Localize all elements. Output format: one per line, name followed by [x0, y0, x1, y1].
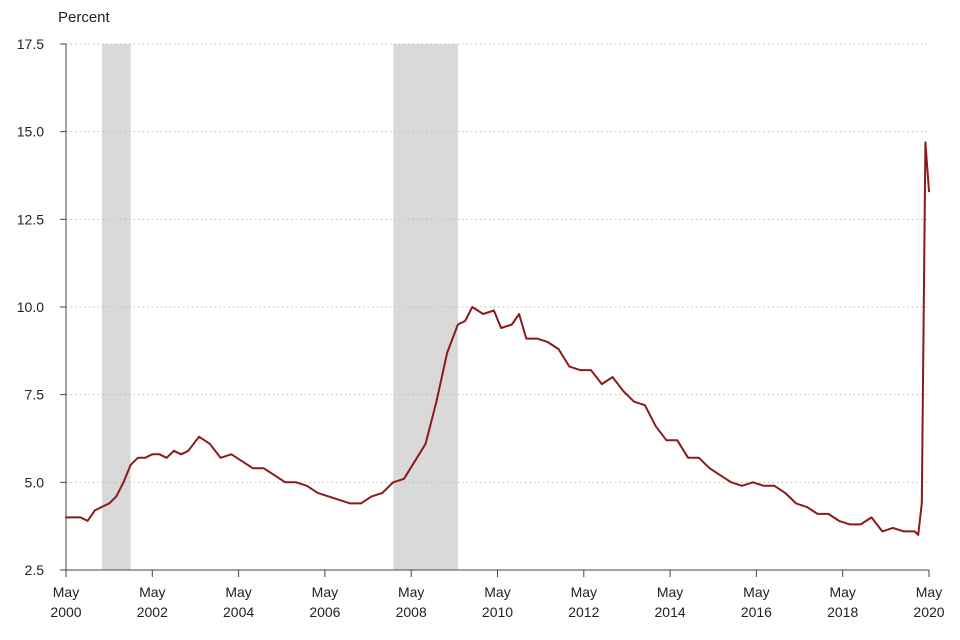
x-tick-year: 2006 [309, 604, 340, 620]
x-tick-month: May [916, 584, 942, 600]
x-tick-year: 2020 [913, 604, 944, 620]
gridlines [66, 43, 929, 483]
recession-band [393, 44, 458, 570]
y-tick-label: 12.5 [17, 211, 44, 227]
x-tick-month: May [139, 584, 165, 600]
x-tick-year: 2000 [50, 604, 81, 620]
x-tick-year: 2008 [396, 604, 427, 620]
y-tick-label: 15.0 [17, 124, 44, 140]
x-tick-year: 2018 [827, 604, 858, 620]
axes [60, 43, 930, 577]
x-tick-year: 2016 [741, 604, 772, 620]
series-line [65, 141, 930, 536]
y-axis-title: Percent [58, 9, 111, 26]
x-tick-month: May [398, 584, 424, 600]
x-tick-year: 2004 [223, 604, 254, 620]
x-tick-year: 2012 [568, 604, 599, 620]
x-tick-year: 2002 [137, 604, 168, 620]
y-tick-label: 2.5 [25, 562, 45, 578]
x-tick-month: May [829, 584, 855, 600]
x-tick-month: May [743, 584, 769, 600]
x-tick-year: 2010 [482, 604, 513, 620]
x-tick-month: May [484, 584, 510, 600]
y-tick-label: 7.5 [25, 387, 45, 403]
y-tick-label: 17.5 [17, 36, 44, 52]
x-tick-month: May [571, 584, 597, 600]
x-tick-month: May [312, 584, 338, 600]
series-layer [65, 141, 930, 536]
labels: Percent 17.5 15.0 12.5 10.0 7.5 5.0 2.5 May 2000… [17, 9, 945, 620]
x-tick-month: May [225, 584, 251, 600]
y-tick-label: 10.0 [17, 299, 44, 315]
y-tick-label: 5.0 [25, 474, 45, 490]
x-tick-month: May [53, 584, 79, 600]
x-tick-year: 2014 [655, 604, 686, 620]
x-tick-month: May [657, 584, 683, 600]
